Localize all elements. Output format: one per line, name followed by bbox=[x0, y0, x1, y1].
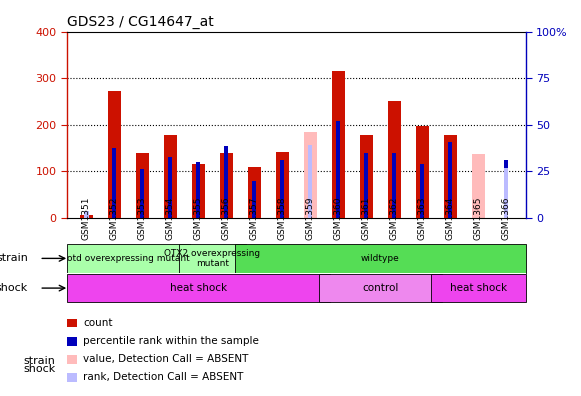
Text: percentile rank within the sample: percentile rank within the sample bbox=[83, 336, 259, 346]
Bar bbox=[168, 157, 173, 218]
Text: GSM1351: GSM1351 bbox=[82, 196, 91, 240]
Text: shock: shock bbox=[23, 364, 55, 374]
Text: GSM1360: GSM1360 bbox=[334, 196, 343, 240]
Bar bbox=[472, 154, 485, 218]
Text: GSM1355: GSM1355 bbox=[194, 196, 203, 240]
Bar bbox=[332, 71, 345, 218]
Bar bbox=[252, 181, 256, 218]
Text: OTX2 overexpressing
mutant: OTX2 overexpressing mutant bbox=[164, 249, 260, 268]
Bar bbox=[164, 135, 177, 218]
Bar bbox=[280, 160, 285, 218]
Text: GSM1358: GSM1358 bbox=[278, 196, 287, 240]
Text: GSM1359: GSM1359 bbox=[306, 196, 315, 240]
Text: GSM1366: GSM1366 bbox=[502, 196, 511, 240]
Bar bbox=[140, 169, 145, 218]
Text: GSM1361: GSM1361 bbox=[362, 196, 371, 240]
Bar bbox=[136, 152, 149, 218]
Text: GSM1364: GSM1364 bbox=[446, 196, 455, 240]
Text: GSM1365: GSM1365 bbox=[474, 196, 483, 240]
Bar bbox=[504, 160, 508, 218]
Bar bbox=[360, 135, 372, 218]
Text: GSM1354: GSM1354 bbox=[166, 196, 175, 240]
Bar bbox=[392, 152, 396, 218]
Bar bbox=[431, 274, 526, 303]
Text: heat shock: heat shock bbox=[450, 283, 507, 293]
Text: GDS23 / CG14647_at: GDS23 / CG14647_at bbox=[67, 15, 214, 29]
Bar bbox=[192, 164, 205, 218]
Text: GSM1356: GSM1356 bbox=[222, 196, 231, 240]
Text: shock: shock bbox=[0, 283, 28, 293]
Bar bbox=[416, 126, 429, 218]
Bar bbox=[504, 168, 508, 218]
Text: value, Detection Call = ABSENT: value, Detection Call = ABSENT bbox=[83, 354, 249, 364]
Bar bbox=[319, 274, 442, 303]
Bar bbox=[84, 211, 88, 218]
Bar bbox=[224, 146, 228, 218]
Bar bbox=[276, 152, 289, 218]
Bar bbox=[235, 244, 526, 272]
Bar bbox=[308, 145, 313, 218]
Bar bbox=[248, 167, 261, 218]
Bar bbox=[420, 164, 424, 218]
Text: strain: strain bbox=[0, 253, 28, 263]
Text: control: control bbox=[362, 283, 399, 293]
Text: count: count bbox=[83, 318, 113, 328]
Bar bbox=[112, 148, 117, 218]
Text: otd overexpressing mutant: otd overexpressing mutant bbox=[67, 254, 190, 263]
Text: wildtype: wildtype bbox=[361, 254, 400, 263]
Text: rank, Detection Call = ABSENT: rank, Detection Call = ABSENT bbox=[83, 372, 243, 383]
Bar bbox=[336, 122, 340, 218]
Text: GSM1357: GSM1357 bbox=[250, 196, 259, 240]
Text: strain: strain bbox=[23, 356, 55, 366]
Bar bbox=[444, 135, 457, 218]
Bar bbox=[304, 132, 317, 218]
Bar bbox=[67, 244, 190, 272]
Text: heat shock: heat shock bbox=[170, 283, 227, 293]
Text: GSM1353: GSM1353 bbox=[138, 196, 147, 240]
Bar bbox=[67, 274, 330, 303]
Text: GSM1363: GSM1363 bbox=[418, 196, 427, 240]
Bar bbox=[196, 162, 200, 218]
Bar bbox=[220, 152, 232, 218]
Bar bbox=[364, 152, 368, 218]
Bar bbox=[108, 91, 121, 218]
Bar bbox=[179, 244, 246, 272]
Text: GSM1362: GSM1362 bbox=[390, 196, 399, 240]
Bar bbox=[80, 215, 93, 218]
Bar bbox=[448, 143, 453, 218]
Bar bbox=[388, 101, 400, 218]
Text: GSM1352: GSM1352 bbox=[110, 196, 119, 240]
